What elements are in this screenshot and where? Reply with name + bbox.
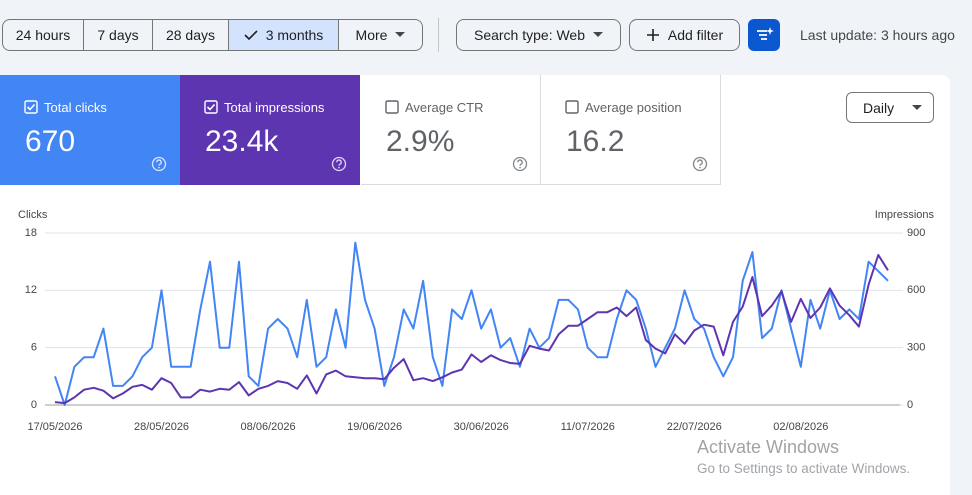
search-type-button[interactable]: Search type: Web [456,19,621,51]
metric-card[interactable]: Total impressions 23.4k [180,75,360,185]
y-tick-label: 6 [31,342,37,354]
plus-icon [646,29,659,41]
y2-tick-label: 600 [907,284,925,296]
checkbox-box [204,100,218,114]
range-label: 28 days [165,27,216,43]
watermark-title: Activate Windows [697,437,840,457]
help-mark [697,159,703,166]
help-mark [517,159,523,166]
x-tick-label: 08/06/2026 [241,421,296,433]
check-icon [244,30,258,41]
metric-label: Total impressions [224,100,325,115]
checkbox [565,100,579,114]
filter-button[interactable] [748,19,780,51]
help-circle [151,156,167,172]
metric-card[interactable]: Total clicks 670 [0,75,180,185]
help-dot [699,166,701,169]
range-label: 7 days [97,27,139,43]
x-tick-label: 02/08/2026 [773,421,828,433]
range-button[interactable]: 28 days [153,19,229,51]
x-tick-label: 17/05/2026 [27,421,82,433]
help-dot [338,166,340,169]
checkbox-box [24,100,38,114]
metric-value: 23.4k [205,125,279,158]
help-mark [336,159,342,166]
checkbox-check [206,103,216,111]
y2-tick-label: 300 [907,342,925,354]
metric-value: 2.9% [386,125,455,158]
metric-label: Total clicks [44,100,107,115]
y2-tick-label: 0 [907,399,913,411]
dropdown-icon [395,32,406,37]
help-icon [331,156,347,172]
help-icon [151,156,167,172]
more-label: More [355,27,388,43]
series-line [54,254,889,405]
add-filter-button[interactable]: Add filter [629,19,740,51]
series-line [54,241,889,406]
help-circle [512,156,528,172]
range-button[interactable]: 24 hours [2,19,84,51]
x-tick-label: 19/06/2026 [347,421,402,433]
range-button[interactable]: 3 months [229,19,339,51]
last-update: Last update: 3 hours ago [800,27,955,43]
help-dot [158,166,160,169]
x-tick-label: 30/06/2026 [454,421,509,433]
y2-axis-title: Impressions [875,209,935,221]
more-button[interactable]: More [339,19,423,51]
checkbox-box [565,100,579,114]
metric-label: Average CTR [405,100,484,115]
dropdown-icon [912,104,923,110]
y2-tick-label: 900 [907,227,925,239]
metric-value: 670 [25,125,76,158]
checkbox-box [385,100,399,114]
metric-value: 16.2 [566,125,625,158]
search-type-label: Search type: Web [473,27,586,43]
checkbox [204,100,218,114]
help-dot [519,166,521,169]
x-tick-label: 28/05/2026 [134,421,189,433]
range-button[interactable]: 7 days [84,19,153,51]
checkbox-check [26,103,36,111]
help-icon [692,156,708,172]
checkbox [385,100,399,114]
x-tick-label: 22/07/2026 [667,421,722,433]
y-tick-label: 0 [31,399,37,411]
add-filter-label: Add filter [667,27,724,43]
range-label: 24 hours [15,27,71,43]
y-tick-label: 18 [25,227,37,239]
watermark-text: Go to Settings to activate Windows. [697,461,911,476]
metric-card[interactable]: Average CTR 2.9% [361,75,541,185]
help-mark [156,159,162,166]
granularity-label: Daily [863,99,895,116]
metric-label: Average position [585,100,682,115]
range-label: 3 months [265,27,324,43]
dropdown-icon [593,32,604,37]
y-tick-label: 12 [25,284,37,296]
x-tick-label: 11/07/2026 [561,421,615,433]
help-icon [512,156,528,172]
checkbox [24,100,38,114]
granularity-button[interactable]: Daily [846,92,934,123]
help-circle [692,156,708,172]
y-axis-title: Clicks [18,209,48,221]
separator [438,18,439,52]
help-circle [331,156,347,172]
filter-icon [757,27,774,40]
metric-card[interactable]: Average position 16.2 [541,75,721,185]
